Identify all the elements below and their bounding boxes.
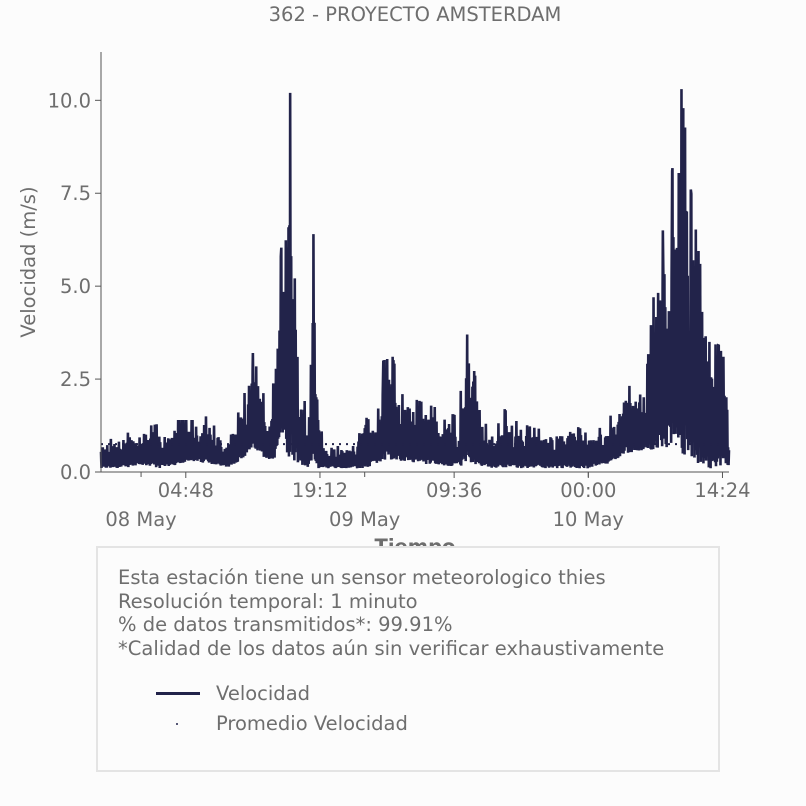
x-tick-label-time: 04:48 — [158, 479, 214, 502]
legend-line-swatch — [156, 687, 200, 701]
x-axis-label: Tiempo — [375, 535, 456, 546]
legend-label-velocidad: Velocidad — [216, 682, 311, 705]
x-tick-label-date: 10 May — [553, 508, 624, 531]
info-quality-line: *Calidad de los datos aún sin verificar … — [118, 636, 665, 660]
chart-title: 362 - PROYECTO AMSTERDAM — [269, 3, 562, 26]
x-tick-label-time: 09:36 — [426, 479, 482, 502]
legend-label-promedio: Promedio Velocidad — [216, 712, 408, 735]
legend-dot-swatch — [156, 717, 200, 731]
legend-item-velocidad: Velocidad — [156, 682, 310, 705]
chart: 362 - PROYECTO AMSTERDAM Velocidad (m/s)… — [17, 3, 751, 546]
x-tick-label-time: 14:24 — [694, 479, 750, 502]
legend-item-promedio: Promedio Velocidad — [156, 712, 408, 735]
x-tick-label-date: 08 May — [105, 508, 176, 531]
y-tick-label: 0.0 — [60, 461, 91, 484]
y-tick-label: 10.0 — [48, 89, 91, 112]
y-tick-label: 7.5 — [60, 182, 91, 205]
info-sensor-line: Esta estación tiene un sensor meteorolog… — [118, 566, 606, 589]
x-tick-label-date: 09 May — [329, 508, 400, 531]
info-box: Esta estación tiene un sensor meteorolog… — [96, 546, 720, 772]
y-axis-label: Velocidad (m/s) — [17, 186, 40, 337]
y-tick-label: 2.5 — [60, 368, 91, 391]
info-transmitted-line: % de datos transmitidos*: 99.91% — [118, 613, 453, 636]
info-text: Esta estación tiene un sensor meteorolog… — [118, 566, 664, 660]
x-tick-label-time: 00:00 — [560, 479, 616, 502]
x-tick-label-time: 19:12 — [292, 479, 348, 502]
info-resolution-line: Resolución temporal: 1 minuto — [118, 589, 418, 613]
y-tick-label: 5.0 — [60, 275, 91, 298]
series-velocidad-line — [99, 89, 731, 469]
